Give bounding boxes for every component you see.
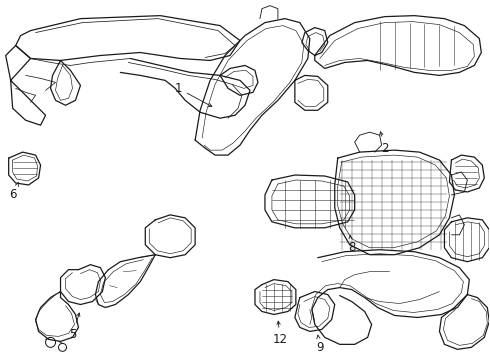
Text: 8: 8: [348, 235, 355, 254]
Text: 5: 5: [69, 313, 80, 341]
Text: 6: 6: [9, 183, 18, 202]
Text: 9: 9: [316, 335, 323, 354]
Text: 10: 10: [0, 359, 1, 360]
Text: 3: 3: [0, 359, 1, 360]
Text: 12: 12: [272, 321, 288, 346]
Text: 13: 13: [0, 359, 1, 360]
Text: 2: 2: [380, 132, 389, 155]
Text: 11: 11: [0, 359, 1, 360]
Text: 1: 1: [174, 82, 212, 107]
Text: 4: 4: [0, 359, 1, 360]
Text: 7: 7: [0, 359, 1, 360]
